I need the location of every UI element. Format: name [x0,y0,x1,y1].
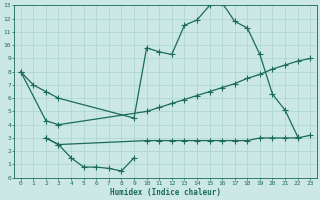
X-axis label: Humidex (Indice chaleur): Humidex (Indice chaleur) [110,188,221,197]
